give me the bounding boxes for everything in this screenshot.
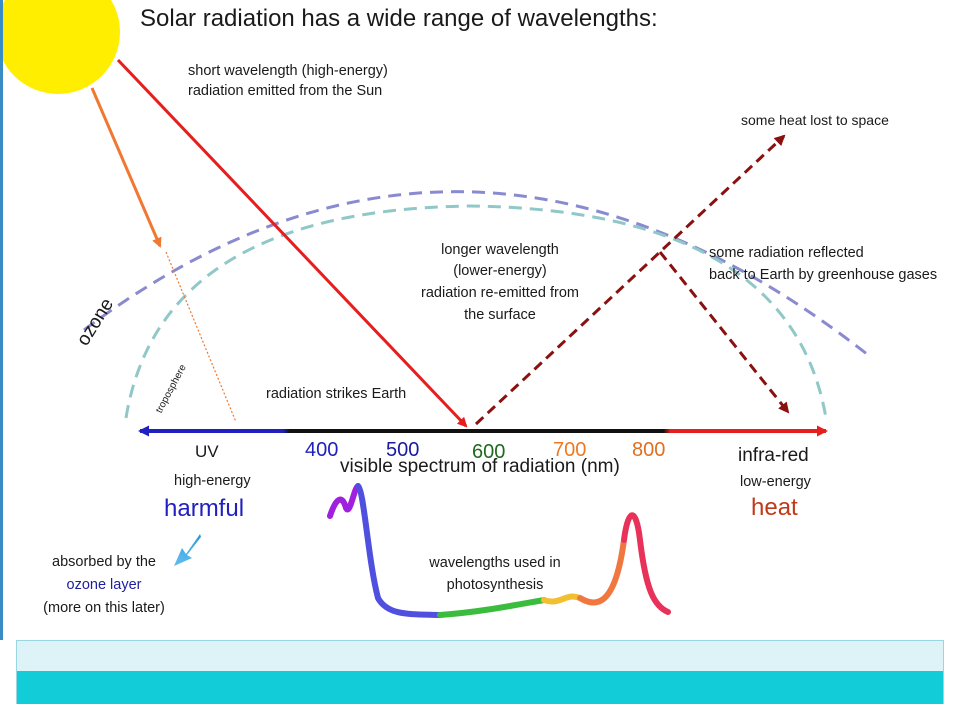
sun-shape [0, 0, 120, 94]
label-longer-wavelength: longer wavelength [441, 242, 559, 258]
footer-dark-band [17, 671, 943, 704]
label-photosynthesis: photosynthesis [446, 577, 544, 593]
label-nm-700: 700 [553, 439, 587, 461]
orange-ray-dotted [165, 251, 237, 423]
label-nm-800: 800 [632, 439, 666, 461]
reemitted-radiation-arrow [474, 134, 786, 426]
reflected-radiation-arrow [658, 251, 790, 414]
label-infra-red: infra-red [738, 445, 809, 466]
label-low-energy: low-energy [740, 474, 811, 490]
label-radiation-strikes-earth: radiation strikes Earth [266, 386, 407, 402]
label-high-energy: high-energy [174, 473, 251, 489]
label-uv: UV [195, 442, 219, 461]
label-ozone-layer: ozone layer [66, 577, 142, 593]
label-nm-400: 400 [305, 439, 339, 461]
incoming-radiation-arrow [116, 58, 468, 428]
troposphere-arc [124, 204, 828, 419]
label-reflected: some radiation reflected [709, 245, 864, 261]
label-more-later: (more on this later) [43, 600, 165, 616]
label-heat: heat [751, 494, 798, 521]
label-harmful: harmful [164, 495, 245, 522]
label-emitted-from-sun: radiation emitted from the Sun [188, 83, 383, 99]
label-wavelengths-used: wavelengths used in [429, 555, 561, 571]
label-visible-spectrum: visible spectrum of radiation (nm) [340, 456, 620, 477]
label-reemitted: radiation re-emitted from [421, 285, 579, 301]
absorbed-arrow-icon [174, 534, 201, 566]
label-the-surface: the surface [464, 307, 536, 323]
label-short-wavelength: short wavelength (high-energy) [188, 63, 388, 79]
label-absorbed-by: absorbed by the [52, 554, 156, 570]
orange-ray-arrow [90, 87, 162, 248]
slide-footer [16, 640, 944, 704]
label-nm-600: 600 [472, 441, 506, 463]
label-greenhouse-gases: back to Earth by greenhouse gases [709, 267, 938, 283]
slide-title: Solar radiation has a wide range of wave… [140, 5, 658, 32]
left-edge-accent [0, 0, 3, 640]
absorption-spectrum-curve [327, 483, 671, 618]
label-nm-500: 500 [386, 439, 420, 461]
footer-light-band [17, 641, 943, 671]
label-heat-lost: some heat lost to space [741, 112, 889, 128]
ozone-layer-arc [83, 190, 873, 360]
label-lower-energy: (lower-energy) [453, 263, 547, 279]
